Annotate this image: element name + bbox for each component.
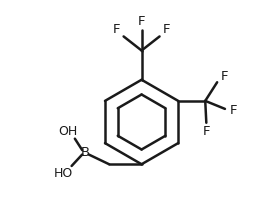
Text: F: F — [138, 15, 145, 28]
Text: F: F — [113, 24, 120, 36]
Text: F: F — [163, 24, 170, 36]
Text: F: F — [230, 104, 237, 117]
Text: F: F — [203, 125, 210, 138]
Text: HO: HO — [53, 167, 73, 180]
Text: B: B — [81, 146, 90, 159]
Text: F: F — [220, 70, 228, 83]
Text: OH: OH — [58, 125, 77, 138]
